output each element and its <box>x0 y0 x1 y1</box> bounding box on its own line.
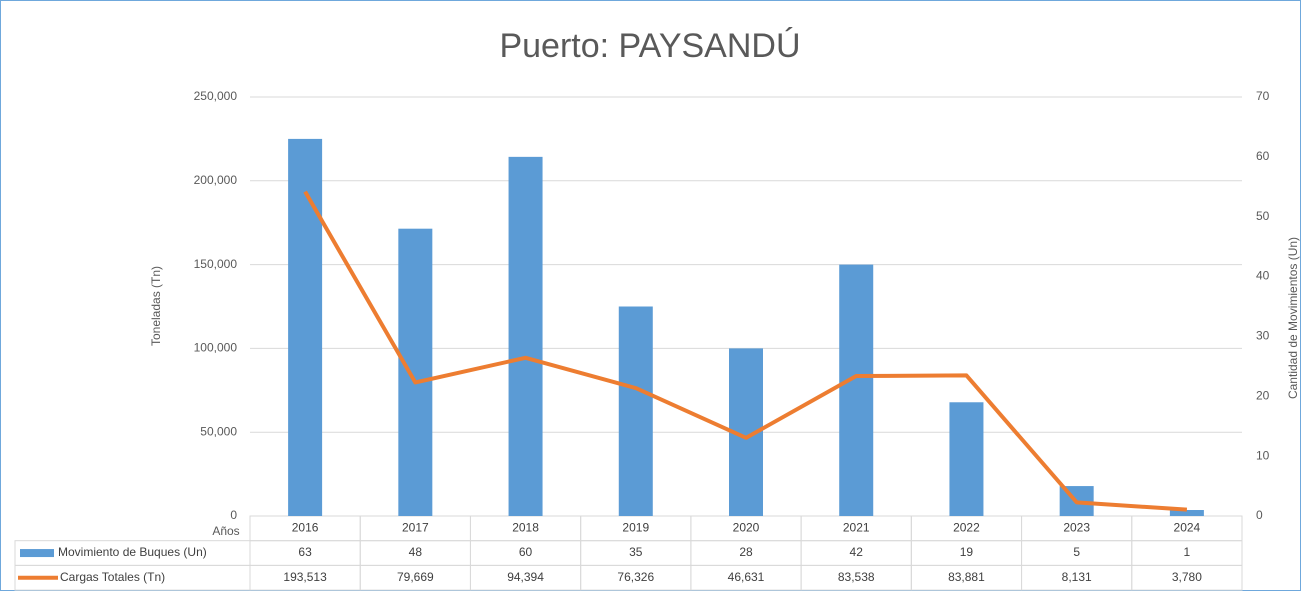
y2-tick-label: 70 <box>1256 89 1270 103</box>
legend-swatch <box>20 549 54 558</box>
table-value: 42 <box>850 545 864 559</box>
y2-tick-label: 10 <box>1256 448 1270 462</box>
y2-tick-label: 60 <box>1256 149 1270 163</box>
chart-title: Puerto: PAYSANDÚ <box>499 27 800 65</box>
table-value: 79,669 <box>397 570 434 584</box>
table-value: 3,780 <box>1172 570 1202 584</box>
bar <box>508 156 543 516</box>
legend-label: Movimiento de Buques (Un) <box>58 545 207 559</box>
table-value: 193,513 <box>283 570 327 584</box>
table-value: 76,326 <box>617 570 654 584</box>
y2-tick-label: 0 <box>1256 508 1263 522</box>
table-cell <box>1131 564 1243 591</box>
table-value: 48 <box>409 545 423 559</box>
y-axis-label: Toneladas (Tn) <box>149 266 163 346</box>
y-tick-label: 150,000 <box>194 257 238 271</box>
table-value: 8,131 <box>1062 570 1092 584</box>
bar <box>839 264 874 516</box>
y-tick-label: 100,000 <box>194 341 238 355</box>
table-value: 60 <box>519 545 533 559</box>
x-axis-label: Años <box>212 524 239 538</box>
table-value: 5 <box>1073 545 1080 559</box>
y2-tick-label: 20 <box>1256 388 1270 402</box>
bar <box>398 228 433 516</box>
table-value: 83,538 <box>838 570 875 584</box>
x-tick-label: 2022 <box>953 521 980 535</box>
x-tick-label: 2024 <box>1174 521 1201 535</box>
x-tick-label: 2017 <box>402 521 429 535</box>
y2-axis-label: Cantidad de Movimientos (Un) <box>1286 237 1300 399</box>
table-value: 83,881 <box>948 570 985 584</box>
bar <box>1169 510 1204 516</box>
x-tick-label: 2020 <box>733 521 760 535</box>
x-tick-label: 2016 <box>292 521 319 535</box>
y-tick-label: 0 <box>230 508 237 522</box>
table-value: 63 <box>298 545 312 559</box>
y2-tick-label: 40 <box>1256 269 1270 283</box>
x-tick-label: 2023 <box>1063 521 1090 535</box>
y-tick-label: 250,000 <box>194 89 238 103</box>
legend-label: Cargas Totales (Tn) <box>60 570 165 584</box>
line <box>303 190 1188 512</box>
table-value: 94,394 <box>507 570 544 584</box>
y-tick-label: 200,000 <box>194 173 238 187</box>
x-tick-label: 2019 <box>622 521 649 535</box>
table-value: 46,631 <box>728 570 765 584</box>
y-tick-label: 50,000 <box>200 424 237 438</box>
bar <box>618 306 653 516</box>
table-value: 1 <box>1184 545 1191 559</box>
table-value: 19 <box>960 545 974 559</box>
x-tick-label: 2021 <box>843 521 870 535</box>
table-value: 28 <box>739 545 753 559</box>
bar <box>288 138 323 516</box>
y2-tick-label: 50 <box>1256 209 1270 223</box>
table-value: 35 <box>629 545 643 559</box>
x-tick-label: 2018 <box>512 521 539 535</box>
y2-tick-label: 30 <box>1256 329 1270 343</box>
bar <box>949 402 984 516</box>
